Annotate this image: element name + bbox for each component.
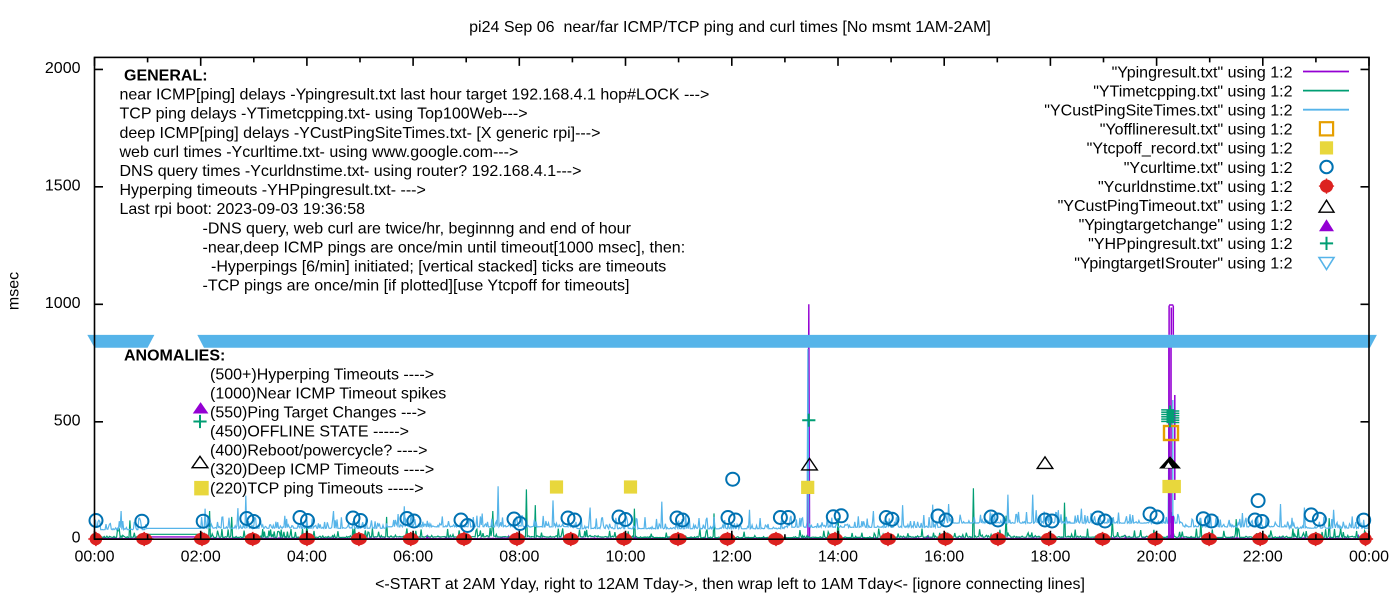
svg-text:"YpingtargetISrouter" using 1:: "YpingtargetISrouter" using 1:2 [1074,255,1292,272]
svg-text:"Ytcpoff_record.txt" using 1:2: "Ytcpoff_record.txt" using 1:2 [1087,141,1293,158]
svg-text:02:00: 02:00 [181,548,221,565]
svg-text:"YTimetcpping.txt" using 1:2: "YTimetcpping.txt" using 1:2 [1093,83,1292,100]
svg-text:-TCP pings are once/min [if pl: -TCP pings are once/min [if plotted][use… [203,278,630,295]
svg-text:-Hyperpings [6/min] initiated;: -Hyperpings [6/min] initiated; [vertical… [211,259,666,276]
svg-text:00:00: 00:00 [1349,548,1389,565]
svg-text:0: 0 [72,530,81,547]
svg-text:(220)TCP ping Timeouts ----->: (220)TCP ping Timeouts -----> [210,480,424,497]
svg-text:"Ycurltime.txt" using 1:2: "Ycurltime.txt" using 1:2 [1124,160,1293,177]
svg-text:(1000)Near ICMP Timeout spikes: (1000)Near ICMP Timeout spikes [210,385,446,402]
svg-text:"Yofflineresult.txt" using 1:2: "Yofflineresult.txt" using 1:2 [1100,122,1293,139]
svg-text:DNS query times -Ycurldnstime.: DNS query times -Ycurldnstime.txt- using… [120,163,582,180]
svg-text:"YHPpingresult.txt" using 1:2: "YHPpingresult.txt" using 1:2 [1088,236,1292,253]
svg-text:GENERAL:: GENERAL: [124,68,208,85]
svg-text:pi24 Sep 06 near/far ICMP/TCP: pi24 Sep 06 near/far ICMP/TCP ping and c… [469,19,991,36]
svg-text:16:00: 16:00 [924,548,964,565]
svg-text:20:00: 20:00 [1137,548,1177,565]
svg-text:14:00: 14:00 [818,548,858,565]
svg-text:near ICMP[ping] delays -Ypingr: near ICMP[ping] delays -Ypingresult.txt … [120,87,710,104]
svg-text:web curl times -Ycurltime.txt-: web curl times -Ycurltime.txt- using www… [119,144,519,161]
svg-text:(450)OFFLINE STATE ----->: (450)OFFLINE STATE -----> [210,423,409,440]
svg-text:Hyperping timeouts -YHPpingres: Hyperping timeouts -YHPpingresult.txt- -… [120,182,426,199]
svg-text:1000: 1000 [45,295,81,312]
svg-text:"YCustPingTimeout.txt" using 1: "YCustPingTimeout.txt" using 1:2 [1058,198,1293,215]
svg-text:(550)Ping Target Changes --->: (550)Ping Target Changes ---> [210,404,426,421]
svg-text:"YCustPingSiteTimes.txt" using: "YCustPingSiteTimes.txt" using 1:2 [1044,103,1292,120]
svg-text:500: 500 [54,412,81,429]
svg-text:08:00: 08:00 [499,548,539,565]
svg-text:12:00: 12:00 [712,548,752,565]
svg-text:ANOMALIES:: ANOMALIES: [124,347,225,364]
svg-text:<-START at 2AM Yday, right to: <-START at 2AM Yday, right to 12AM Tday-… [375,576,1085,593]
svg-text:06:00: 06:00 [393,548,433,565]
svg-text:"Ypingresult.txt" using 1:2: "Ypingresult.txt" using 1:2 [1112,64,1293,81]
svg-text:1500: 1500 [45,177,81,194]
svg-text:(400)Reboot/powercycle? ---->: (400)Reboot/powercycle? ----> [210,442,427,459]
svg-text:00:00: 00:00 [74,548,114,565]
svg-text:msec: msec [6,272,23,310]
svg-text:"Ycurldnstime.txt" using 1:2: "Ycurldnstime.txt" using 1:2 [1098,179,1293,196]
svg-text:"Ypingtargetchange" using 1:2: "Ypingtargetchange" using 1:2 [1079,217,1293,234]
svg-text:-DNS query, web curl are twice: -DNS query, web curl are twice/hr, begin… [203,220,632,237]
svg-text:(500+)Hyperping Timeouts ---->: (500+)Hyperping Timeouts ----> [210,366,434,383]
svg-text:04:00: 04:00 [287,548,327,565]
svg-text:2000: 2000 [45,60,81,77]
svg-text:-near,deep ICMP pings are once: -near,deep ICMP pings are once/min until… [203,239,686,256]
svg-text:18:00: 18:00 [1030,548,1070,565]
svg-text:10:00: 10:00 [606,548,646,565]
svg-text:22:00: 22:00 [1243,548,1283,565]
svg-text:(320)Deep ICMP Timeouts ---->: (320)Deep ICMP Timeouts ----> [210,461,434,478]
svg-text:TCP ping delays -YTimetcpping.: TCP ping delays -YTimetcpping.txt- using… [120,106,528,123]
svg-text:Last rpi boot: 2023-09-03 19:3: Last rpi boot: 2023-09-03 19:36:58 [120,201,366,218]
svg-text:deep ICMP[ping] delays -YCustP: deep ICMP[ping] delays -YCustPingSiteTim… [120,125,601,142]
